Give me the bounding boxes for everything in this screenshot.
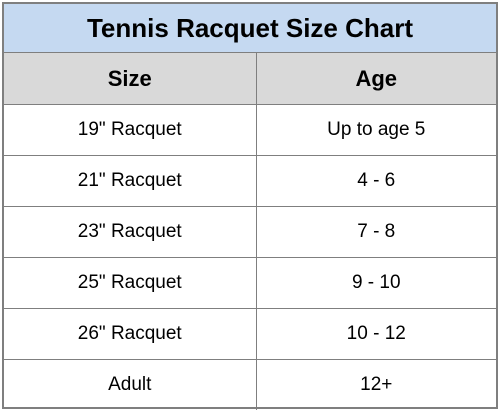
header-age: Age	[255, 53, 496, 105]
age-cell: Up to age 5	[255, 104, 496, 156]
size-cell: 26" Racquet	[4, 308, 257, 360]
table-row: 23" Racquet 7 - 8	[4, 206, 496, 258]
header-size: Size	[4, 53, 257, 105]
table-row: Adult 12+	[4, 359, 496, 410]
header-row: Size Age	[4, 53, 496, 105]
chart-title: Tennis Racquet Size Chart	[4, 4, 496, 53]
age-cell: 10 - 12	[255, 308, 496, 360]
size-cell: 21" Racquet	[4, 155, 257, 207]
table-row: 25" Racquet 9 - 10	[4, 257, 496, 309]
table-row: 21" Racquet 4 - 6	[4, 155, 496, 207]
size-table: Size Age 19" Racquet Up to age 5 21" Rac…	[4, 53, 496, 410]
age-cell: 9 - 10	[255, 257, 496, 309]
table-row: 19" Racquet Up to age 5	[4, 104, 496, 156]
size-cell: 23" Racquet	[4, 206, 257, 258]
size-cell: 25" Racquet	[4, 257, 257, 309]
size-cell: Adult	[4, 359, 257, 410]
age-cell: 12+	[255, 359, 496, 410]
table-row: 26" Racquet 10 - 12	[4, 308, 496, 360]
age-cell: 4 - 6	[255, 155, 496, 207]
age-cell: 7 - 8	[255, 206, 496, 258]
size-cell: 19" Racquet	[4, 104, 257, 156]
